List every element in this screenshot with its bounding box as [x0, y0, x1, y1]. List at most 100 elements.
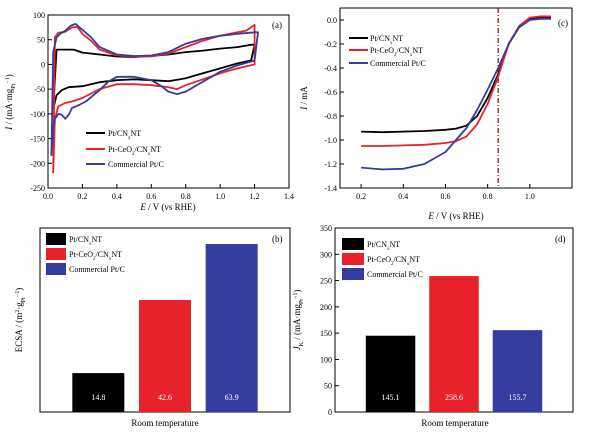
panel-c-xtick-label: 0.8	[483, 192, 493, 201]
panel-d-bar-0-value-label: 145.1	[382, 393, 400, 402]
panel-d-bar-1	[429, 276, 479, 412]
legend-label-commercial-pt: Commercial Pt/C	[108, 160, 164, 169]
panel-d-ytick-label: 350	[320, 224, 332, 233]
panel-a-ytick-label: 0	[41, 60, 45, 69]
panel-c-ytick-label: -1.2	[324, 160, 337, 169]
panel-a-ticks: 0.0 0.2 0.4 0.6 0.8 1.0 1.2 1.4 -250 -200 -150 -100…	[30, 11, 294, 201]
panel-a-series	[50, 23, 259, 174]
panel-b-bar-0-value-label: 14.8	[91, 393, 105, 402]
panel-a-xtick-label: 1.4	[284, 192, 294, 201]
panel-a-label: (a)	[272, 20, 282, 30]
panel-d-xlabel: Room temperature	[421, 418, 488, 428]
panel-c-frame	[339, 7, 573, 189]
legend-label-commercial-pt: Commercial Pt/C	[370, 59, 426, 68]
panel-d-bar-2-value-label: 155.7	[508, 393, 526, 402]
panel-c-series-1-line	[361, 15, 551, 147]
panel-c-ytick-label: -0.4	[324, 64, 337, 73]
panel-c-ytick-label: -0.2	[324, 40, 337, 49]
legend-swatch-commercial-pt	[342, 268, 364, 280]
panel-c-ticks: 0.2 0.4 0.6 0.8 1.0 -1.4 -1.2 -1.0 -0.8 -0.6 -0.4 -…	[324, 16, 534, 201]
panel-c-xtick-label: 0.2	[356, 192, 366, 201]
panel-a-series-2-line	[50, 23, 259, 156]
panel-a: (a) 0.0 0.2 0.4 0.6 0.8 1.0 1.2 1.4 -250 -200 -150…	[4, 11, 294, 212]
panel-b-xlabel: Room temperature	[131, 418, 198, 428]
legend-label-pt-ceo2: Pt-CeO2/CNxNT	[367, 255, 420, 267]
panel-c-ytick-label: -0.6	[324, 88, 337, 97]
panel-a-xtick-label: 0.4	[112, 192, 122, 201]
legend-label-commercial-pt: Commercial Pt/C	[367, 270, 423, 279]
panel-d-ytick-label: 150	[320, 329, 332, 338]
panel-a-xlabel: E / V (vs RHE)	[139, 202, 195, 212]
panel-a-ytick-label: 100	[33, 11, 45, 20]
panel-a-xtick-label: 0.0	[43, 192, 53, 201]
panel-d-ytick-label: 250	[320, 277, 332, 286]
panel-a-xtick-label: 0.6	[146, 192, 156, 201]
panel-a-frame	[47, 14, 290, 189]
panel-d-legend: Pt/CNxNT Pt-CeO2/CNxNT Commercial Pt/C	[342, 238, 423, 280]
panel-a-ytick-label: -100	[30, 110, 45, 119]
panel-a-ytick-label: 50	[37, 36, 45, 45]
legend-label-commercial-pt: Commercial Pt/C	[69, 265, 125, 274]
panel-d-ytick-label: 100	[320, 355, 332, 364]
panel-d-ytick-label: 0	[328, 408, 332, 417]
panel-d-ytick-label: 200	[320, 303, 332, 312]
panel-b-bars: 14.8 42.6 63.9	[72, 244, 258, 412]
legend-swatch-pt-ceo2	[46, 248, 66, 260]
legend-swatch-commercial-pt	[46, 263, 66, 275]
legend-label-pt-cnxnt: Pt/CNxNT	[370, 34, 403, 46]
legend-label-pt-ceo2: Pt-CeO2/CNxNT	[108, 145, 161, 157]
panel-c-ylabel: I / mA	[299, 86, 309, 111]
legend-swatch-pt-ceo2	[342, 253, 364, 265]
panel-c-xtick-label: 1.0	[525, 192, 535, 201]
panel-a-xtick-label: 1.2	[250, 192, 260, 201]
panel-c-xlabel: E / V (vs RHE)	[427, 211, 483, 221]
panel-b-label: (b)	[272, 234, 283, 244]
legend-label-pt-cnxnt: Pt/CNxNT	[367, 240, 400, 252]
panel-b-bar-0	[72, 373, 125, 412]
panel-d-ytick-label: 300	[320, 250, 332, 259]
panel-d-label: (d)	[555, 234, 566, 244]
panel-a-xtick-label: 0.8	[181, 192, 191, 201]
panel-c-series	[361, 8, 551, 188]
panel-c-legend: Pt/CNxNT Pt-CeO2/CNxNT Commercial Pt/C	[349, 34, 426, 68]
legend-label-pt-ceo2: Pt-CeO2/CNxNT	[69, 250, 122, 262]
panel-c-ytick-label: -1.4	[324, 184, 337, 193]
legend-label-pt-ceo2: Pt-CeO2/CNxNT	[370, 46, 423, 58]
panel-b-bar-2-value-label: 63.9	[225, 393, 239, 402]
panel-c-ytick-label: -0.8	[324, 112, 337, 121]
panel-a-ylabel: I / (mA·mgPt−1)	[4, 74, 17, 130]
panel-c-xtick-label: 0.4	[398, 192, 408, 201]
panel-a-ytick-label: -150	[30, 135, 45, 144]
legend-swatch-pt-cnxnt	[46, 233, 66, 245]
panel-d-bar-1-value-label: 258.6	[445, 393, 463, 402]
panel-c-series-2-line	[361, 17, 551, 171]
panel-d-ylabel: JK / (mA·mgPt−1)	[292, 290, 305, 351]
panel-b: (b) 14.8 42.6 63.9 Room temperature ECSA /…	[14, 227, 291, 428]
legend-label-pt-cnxnt: Pt/CNxNT	[108, 129, 141, 141]
panel-c-ytick-label: -1.0	[324, 136, 337, 145]
panel-d-ytick-label: 50	[324, 382, 332, 391]
panel-d: (d) 0 50 100 150 200 250 300 350 145.1 258.6 155.…	[292, 224, 574, 428]
panel-a-ytick-label: -200	[30, 159, 45, 168]
panel-d-ticks: 0 50 100 150 200 250 300 350	[320, 224, 339, 417]
panel-c: (c) 0.2 0.4 0.6 0.8 1.0 -1.4 -1.2 -1.0 -0.8 -0.6 -…	[299, 7, 573, 221]
panel-b-bar-2	[205, 244, 258, 412]
panel-a-legend: Pt/CNxNT Pt-CeO2/CNxNT Commercial Pt/C	[86, 129, 164, 169]
panel-c-ytick-label: 0.0	[327, 16, 337, 25]
panel-b-bar-1-value-label: 42.6	[158, 393, 172, 402]
panel-a-xtick-label: 1.0	[215, 192, 225, 201]
panel-a-ytick-label: -50	[34, 85, 45, 94]
panel-b-ylabel: ECSA / (m2·gPt−1)	[14, 288, 27, 352]
panel-a-xtick-label: 0.2	[77, 192, 87, 201]
panel-b-bar-1	[139, 300, 191, 412]
panel-d-bar-0	[365, 335, 416, 412]
panel-d-bar-2	[492, 330, 543, 412]
panel-a-series-1-line	[52, 24, 256, 174]
panel-c-xtick-label: 0.6	[440, 192, 450, 201]
panel-a-ytick-label: -250	[30, 184, 45, 193]
panel-d-bars: 145.1 258.6 155.7	[365, 276, 543, 412]
legend-swatch-pt-cnxnt	[342, 238, 364, 250]
panel-b-legend: Pt/CNxNT Pt-CeO2/CNxNT Commercial Pt/C	[46, 233, 125, 275]
legend-label-pt-cnxnt: Pt/CNxNT	[69, 235, 102, 247]
